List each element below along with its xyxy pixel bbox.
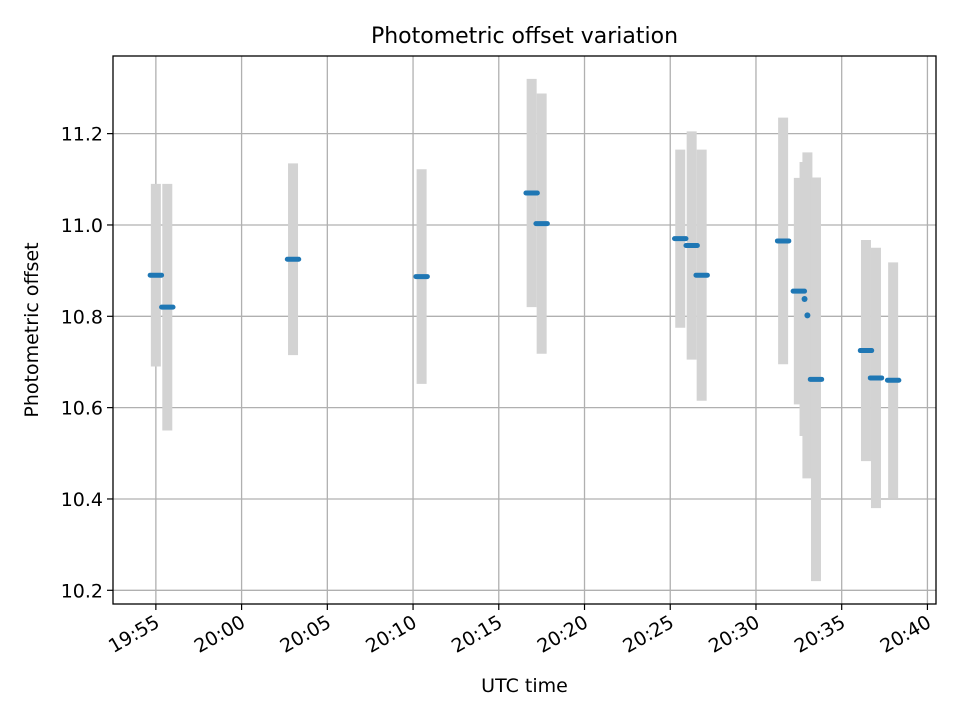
x-axis-label: UTC time <box>481 675 568 697</box>
y-tick-label: 10.8 <box>61 306 103 328</box>
chart-title: Photometric offset variation <box>371 24 678 49</box>
y-tick-label: 11.2 <box>61 124 103 146</box>
y-axis-label: Photometric offset <box>21 242 43 417</box>
y-tick-label: 10.4 <box>61 489 103 511</box>
data-point <box>801 295 808 302</box>
point-layer <box>147 190 902 383</box>
y-tick-label: 10.2 <box>61 580 103 602</box>
data-point <box>804 312 811 319</box>
plot-frame <box>112 55 937 605</box>
grid-layer <box>113 56 936 604</box>
y-tick-label: 11.0 <box>61 215 103 237</box>
y-tick-label: 10.6 <box>61 398 103 420</box>
